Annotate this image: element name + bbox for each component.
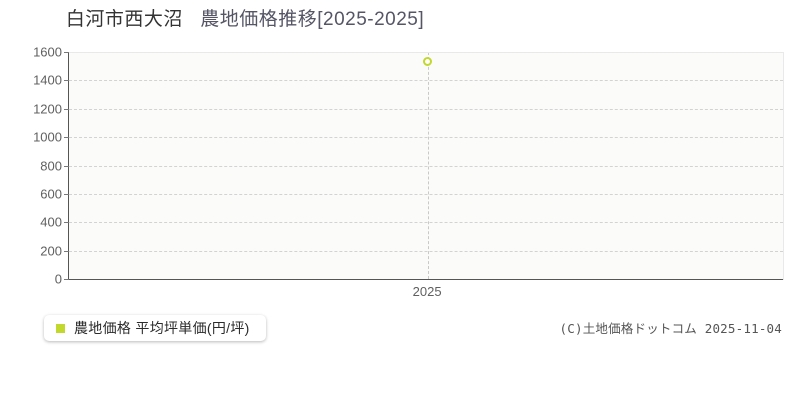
y-axis-tick xyxy=(64,193,69,195)
gridline-y xyxy=(69,80,783,82)
y-axis-tick-label: 1200 xyxy=(33,101,62,117)
y-axis-tick xyxy=(64,250,69,252)
gridline-y xyxy=(69,193,783,195)
y-axis-tick xyxy=(64,52,69,53)
y-axis-tick-label: 600 xyxy=(40,186,62,202)
plot-area xyxy=(64,52,784,280)
y-axis-tick-label: 800 xyxy=(40,158,62,173)
y-axis-tick-label: 1400 xyxy=(33,72,62,88)
gridline-y xyxy=(69,137,783,139)
chart-title-sub: 農地価格推移[2025-2025] xyxy=(200,9,425,30)
y-axis-tick xyxy=(64,279,69,280)
y-axis-tick xyxy=(64,108,69,110)
legend-label: 農地価格 平均坪単価(円/坪) xyxy=(74,320,250,336)
gridline-y xyxy=(69,222,783,224)
x-axis-labels: 2025 xyxy=(68,284,782,302)
y-axis-tick xyxy=(64,222,69,224)
gridline-y xyxy=(69,250,783,252)
gridline-y xyxy=(69,52,783,53)
chart-legend[interactable]: 農地価格 平均坪単価(円/坪) xyxy=(44,315,266,341)
y-axis-tick-label: 200 xyxy=(40,243,62,259)
gridline-y xyxy=(69,165,783,167)
x-axis-tick-label: 2025 xyxy=(412,284,442,299)
y-axis-tick-label: 1600 xyxy=(33,44,62,60)
y-axis-tick-label: 400 xyxy=(40,214,62,230)
copyright-credit: (C)土地価格ドットコム 2025-11-04 xyxy=(559,321,782,336)
chart-title: 白河市西大沼 農地価格推移[2025-2025] xyxy=(0,8,490,32)
y-axis-tick-label: 1000 xyxy=(33,129,62,145)
gridline-y xyxy=(69,108,783,110)
y-axis-tick xyxy=(64,137,69,139)
y-axis-tick xyxy=(64,165,69,167)
chart-title-main: 白河市西大沼 xyxy=(65,9,183,30)
data-point-marker[interactable] xyxy=(423,56,433,66)
y-axis-tick xyxy=(64,80,69,82)
y-axis-labels: 0 200 400 600 800 1000 1200 1400 1600 xyxy=(0,45,62,287)
y-axis-tick-label: 0 xyxy=(54,271,62,287)
legend-swatch-icon xyxy=(56,323,65,333)
gridline-x xyxy=(428,52,430,279)
